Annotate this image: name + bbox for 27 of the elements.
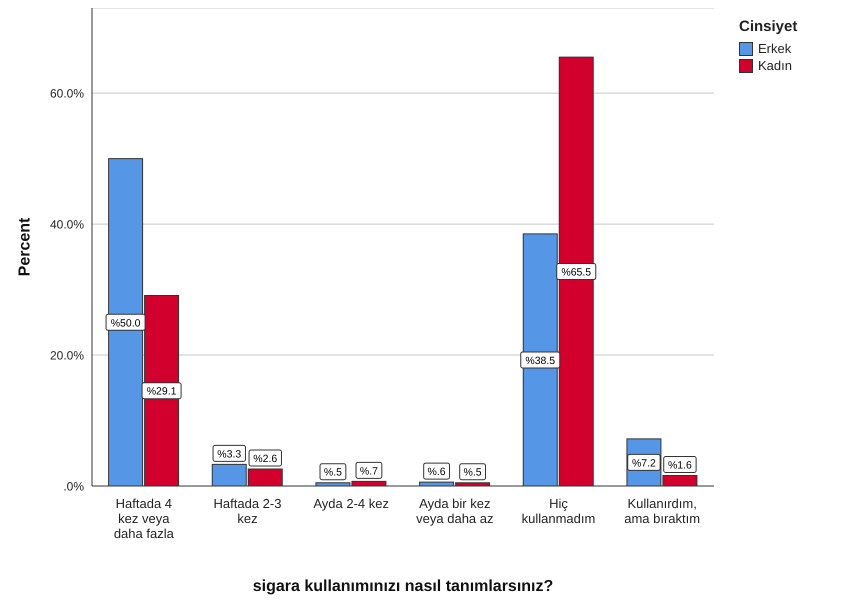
y-tick-label: 20.0% <box>50 348 84 362</box>
legend-label: Kadın <box>757 58 793 73</box>
y-axis-title: Percent <box>16 216 34 276</box>
data-label: %2.6 <box>253 452 278 465</box>
data-label: %.5 <box>324 466 342 479</box>
data-label: %.7 <box>360 465 378 478</box>
data-label: %65.5 <box>561 266 592 279</box>
y-tick-label: 60.0% <box>50 86 84 100</box>
x-tick-label: Ayda bir kez veya daha az <box>416 496 494 526</box>
x-tick-label: Haftada 4 kez veya daha fazla <box>114 496 175 541</box>
data-label: %3.3 <box>217 448 242 460</box>
x-tick-label: Ayda 2-4 kez <box>313 496 389 511</box>
data-label: %.6 <box>428 466 446 478</box>
data-label: %7.2 <box>632 457 656 470</box>
legend-title: Cinsiyet <box>739 18 798 35</box>
legend-label: Erkek <box>757 41 792 56</box>
x-axis-title: sigara kullanımınızı nasıl tanımlarsınız? <box>252 578 554 595</box>
y-tick-label: .0% <box>63 479 84 494</box>
x-tick-label: Hiç kullanmadım <box>522 496 596 526</box>
data-label: %38.5 <box>525 354 556 367</box>
x-tick-label: Haftada 2-3 kez <box>214 496 282 526</box>
y-tick-label: 40.0% <box>50 217 84 232</box>
x-tick-label: Kullanırdım, ama bıraktım <box>624 496 700 526</box>
data-label: %50.0 <box>110 317 141 330</box>
data-label: %.5 <box>464 466 482 479</box>
data-label: %1.6 <box>668 460 692 472</box>
data-label: %29.1 <box>146 386 177 398</box>
